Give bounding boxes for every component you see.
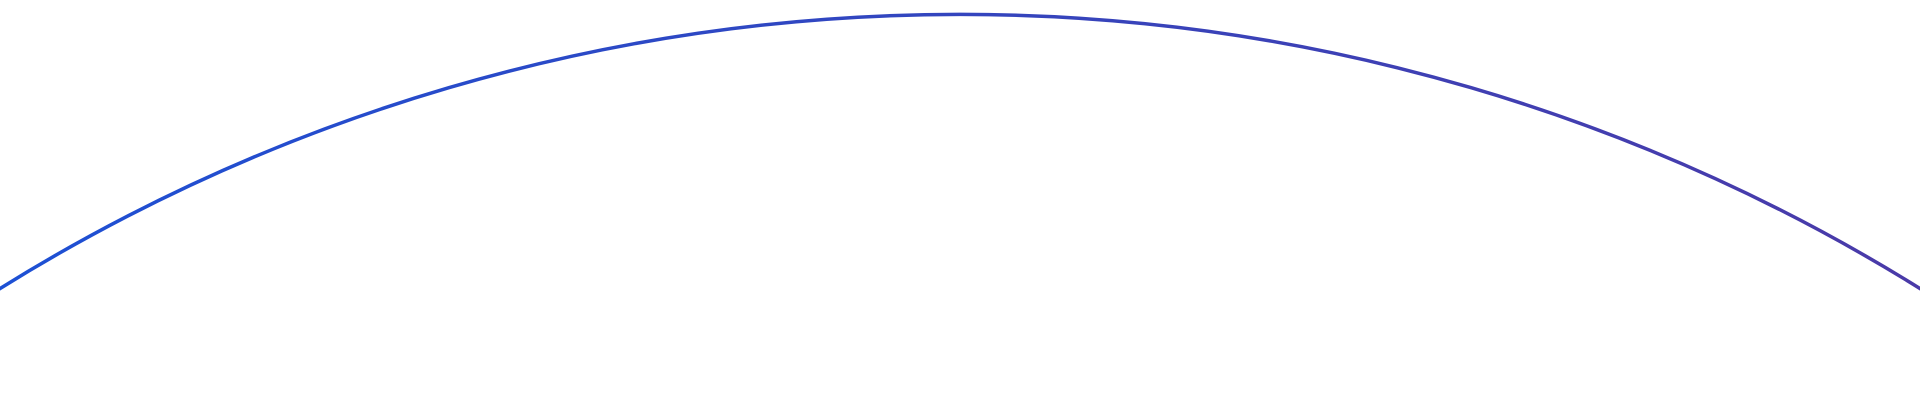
decorative-arc <box>0 12 1920 291</box>
